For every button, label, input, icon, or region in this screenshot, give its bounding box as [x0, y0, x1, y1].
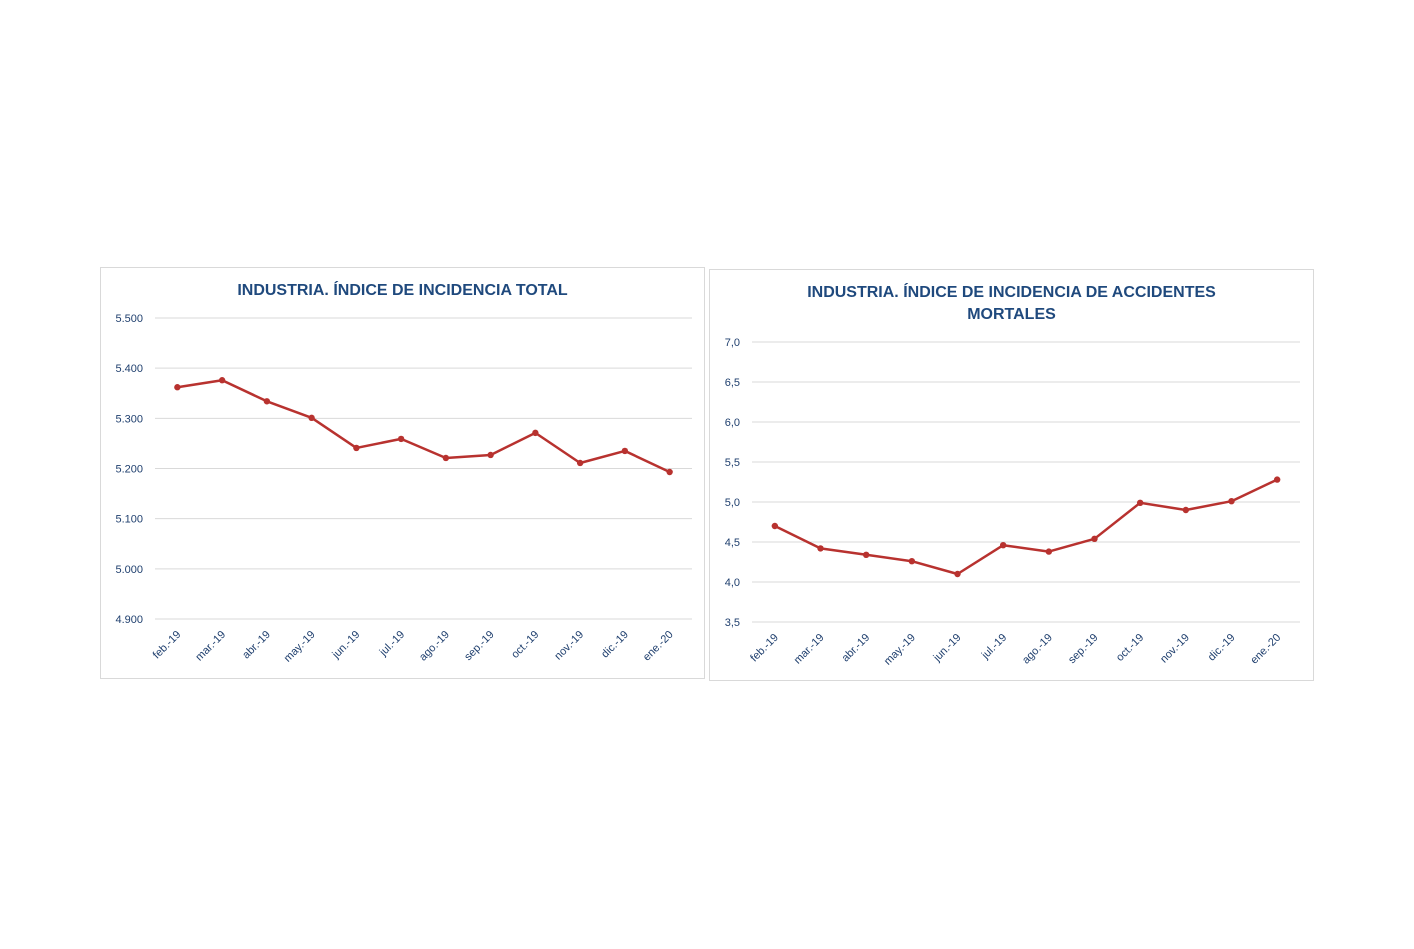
x-tick-label: jul.-19 — [377, 629, 407, 659]
y-tick-label: 3,5 — [725, 617, 740, 629]
y-tick-label: 5.000 — [115, 564, 143, 576]
line-chart-incidencia-total: 4.900 5.000 5.100 5.200 5.300 5.400 5.500 feb.-… — [115, 313, 692, 665]
y-tick-label: 6,5 — [725, 377, 740, 389]
data-point — [174, 384, 181, 391]
data-point — [621, 447, 629, 455]
data-point — [817, 545, 824, 552]
data-point — [397, 435, 405, 443]
x-tick-label: jun.-19 — [330, 629, 363, 662]
x-tick-label: nov.-19 — [1158, 632, 1192, 666]
data-point — [908, 558, 916, 565]
x-tick-label: ene.-20 — [1248, 632, 1283, 667]
y-tick-label: 5.200 — [115, 464, 143, 476]
x-tick-label: ago.-19 — [1020, 632, 1055, 667]
y-tick-label: 4,5 — [725, 537, 740, 549]
chart-panel-incidencia-total: INDUSTRIA. ÍNDICE DE INCIDENCIA TOTAL 4.… — [100, 267, 705, 679]
y-tick-label: 5.300 — [115, 413, 143, 425]
y-tick-label: 6,0 — [725, 417, 740, 429]
data-point — [263, 398, 271, 405]
x-tick-label: sep.-19 — [1066, 632, 1100, 666]
y-tick-label: 4,0 — [725, 577, 740, 589]
x-tick-label: mar.-19 — [792, 632, 827, 667]
data-point — [999, 542, 1007, 549]
x-tick-label: feb.-19 — [151, 629, 184, 662]
y-tick-label: 5.400 — [115, 363, 143, 375]
x-tick-label: jul.-19 — [979, 632, 1009, 662]
data-point — [771, 522, 779, 530]
y-tick-label: 5.500 — [115, 313, 143, 325]
chart-panel-accidentes-mortales: INDUSTRIA. ÍNDICE DE INCIDENCIA DE ACCID… — [709, 269, 1314, 681]
data-point — [954, 570, 961, 578]
series-line — [774, 478, 1278, 576]
x-tick-label: ene.-20 — [641, 629, 676, 664]
chart-title: INDUSTRIA. ÍNDICE DE INCIDENCIA TOTAL — [237, 282, 568, 299]
data-point — [1182, 506, 1190, 514]
data-point — [487, 451, 494, 459]
line-chart-accidentes-mortales: 3,5 4,0 4,5 5,0 5,5 6,0 6,5 7,0 feb.-19 mar.-19 ab… — [725, 337, 1300, 668]
data-point — [1273, 476, 1281, 483]
x-tick-label: may.-19 — [882, 632, 918, 668]
x-tick-label: ago.-19 — [417, 629, 452, 664]
data-point — [1228, 498, 1235, 505]
y-tick-label: 5,5 — [725, 457, 740, 469]
x-tick-label: dic.-19 — [1206, 632, 1238, 664]
x-tick-label: may.-19 — [282, 629, 318, 665]
data-point — [576, 459, 584, 467]
chart-title: INDUSTRIA. ÍNDICE DE INCIDENCIA DE ACCID… — [807, 284, 1216, 323]
data-point — [353, 444, 360, 452]
x-tick-label: oct.-19 — [1114, 632, 1146, 664]
x-tick-label: sep.-19 — [462, 629, 496, 663]
x-tick-label: abr.-19 — [840, 632, 873, 665]
y-tick-label: 4.900 — [115, 614, 143, 626]
data-point — [862, 551, 870, 558]
y-tick-label: 5.100 — [115, 514, 143, 526]
y-tick-label: 5,0 — [725, 497, 740, 509]
data-point — [532, 429, 539, 437]
data-point — [666, 468, 673, 476]
data-point — [1091, 535, 1098, 542]
x-tick-label: jun.-19 — [931, 632, 964, 665]
data-point — [1045, 548, 1053, 555]
data-point — [218, 377, 226, 384]
x-tick-label: abr.-19 — [240, 629, 273, 662]
data-point — [442, 454, 450, 462]
data-point — [1136, 499, 1144, 506]
data-point — [308, 414, 315, 422]
x-tick-label: oct.-19 — [509, 629, 541, 661]
series-line — [177, 378, 671, 474]
x-tick-label: nov.-19 — [552, 629, 586, 663]
y-tick-label: 7,0 — [725, 337, 740, 349]
x-tick-label: mar.-19 — [193, 629, 228, 664]
x-tick-label: dic.-19 — [599, 629, 631, 661]
x-tick-label: feb.-19 — [748, 632, 781, 665]
